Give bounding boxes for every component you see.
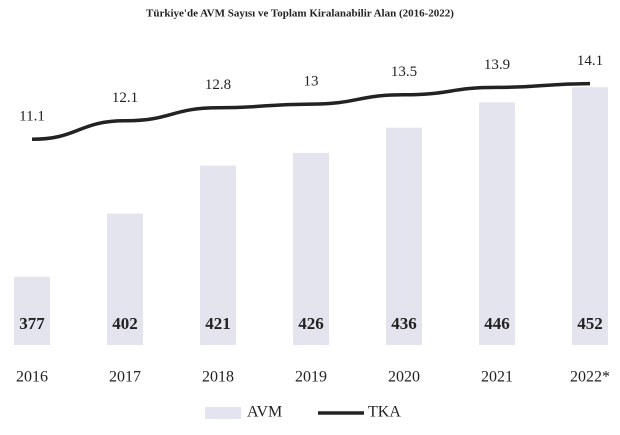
- bar: [293, 152, 329, 345]
- line-value-label: 13: [304, 74, 319, 90]
- line-value-label: 14.1: [577, 53, 603, 69]
- bar-value-label: 426: [298, 314, 324, 333]
- line: [31, 81, 591, 142]
- bar: [107, 213, 143, 345]
- line-value-label: 12.1: [112, 90, 138, 106]
- bar-value-label: 402: [112, 314, 138, 333]
- line-value-label: 13.5: [391, 64, 417, 80]
- bar-value-label: 452: [577, 314, 603, 333]
- bar-value-label: 436: [391, 314, 417, 333]
- bar-value-label: 421: [205, 314, 231, 333]
- bar: [200, 165, 236, 345]
- x-tick-label: 2021: [481, 369, 513, 386]
- x-tick-label: 2019: [295, 369, 327, 386]
- legend-label: TKA: [368, 404, 401, 421]
- line-value-label: 13.9: [484, 57, 510, 73]
- line-value-label: 12.8: [205, 77, 231, 93]
- bar-value-label: 446: [484, 314, 510, 333]
- bar: [572, 87, 608, 345]
- x-tick-label: 2022*: [570, 369, 610, 386]
- x-tick-label: 2016: [16, 369, 48, 386]
- bar: [14, 276, 50, 345]
- legend-label: AVM: [247, 404, 282, 421]
- x-tick-label: 2017: [109, 369, 141, 386]
- legend-swatch: [205, 407, 241, 419]
- bar: [479, 102, 515, 345]
- x-tick-label: 2020: [388, 369, 420, 386]
- x-tick-label: 2018: [202, 369, 234, 386]
- bar-value-label: 377: [19, 314, 45, 333]
- bar: [386, 127, 422, 346]
- line-value-label: 11.1: [19, 109, 45, 125]
- chart-title: Türkiye'de AVM Sayısı ve Toplam Kiralana…: [146, 8, 454, 20]
